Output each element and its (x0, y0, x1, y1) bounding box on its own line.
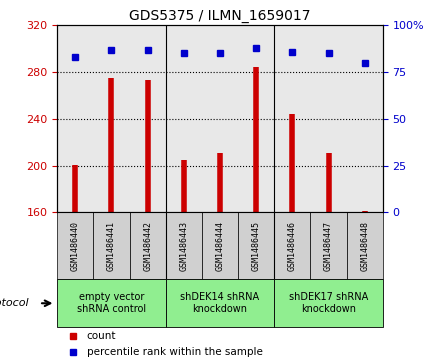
Bar (274, 25, 311, 212)
Bar (347, 212, 383, 279)
Bar (311, 25, 347, 212)
Text: GSM1486448: GSM1486448 (360, 221, 369, 271)
Bar (129, 25, 166, 212)
Text: GSM1486440: GSM1486440 (71, 221, 80, 271)
Text: count: count (87, 331, 116, 341)
Bar (93, 25, 129, 212)
Text: shDEK17 shRNA
knockdown: shDEK17 shRNA knockdown (289, 293, 368, 314)
Text: GSM1486443: GSM1486443 (180, 221, 188, 271)
Bar (57, 212, 93, 279)
Text: GSM1486445: GSM1486445 (252, 221, 260, 271)
Text: protocol: protocol (0, 298, 28, 308)
Text: percentile rank within the sample: percentile rank within the sample (87, 347, 262, 357)
Text: GSM1486446: GSM1486446 (288, 221, 297, 271)
Bar (57, 279, 166, 327)
Text: empty vector
shRNA control: empty vector shRNA control (77, 293, 146, 314)
Bar (166, 212, 202, 279)
Text: shDEK14 shRNA
knockdown: shDEK14 shRNA knockdown (180, 293, 260, 314)
Bar (93, 212, 129, 279)
Text: GSM1486441: GSM1486441 (107, 221, 116, 271)
Bar (347, 25, 383, 212)
Bar (238, 212, 274, 279)
Bar (274, 279, 383, 327)
Bar (202, 25, 238, 212)
Bar (202, 212, 238, 279)
Bar (166, 25, 202, 212)
Text: GSM1486444: GSM1486444 (216, 221, 224, 271)
Bar (57, 25, 93, 212)
Text: GSM1486442: GSM1486442 (143, 221, 152, 271)
Bar (311, 212, 347, 279)
Title: GDS5375 / ILMN_1659017: GDS5375 / ILMN_1659017 (129, 9, 311, 23)
Text: GSM1486447: GSM1486447 (324, 221, 333, 271)
Bar (274, 212, 311, 279)
Bar (129, 212, 166, 279)
Bar (166, 279, 274, 327)
Bar (238, 25, 274, 212)
